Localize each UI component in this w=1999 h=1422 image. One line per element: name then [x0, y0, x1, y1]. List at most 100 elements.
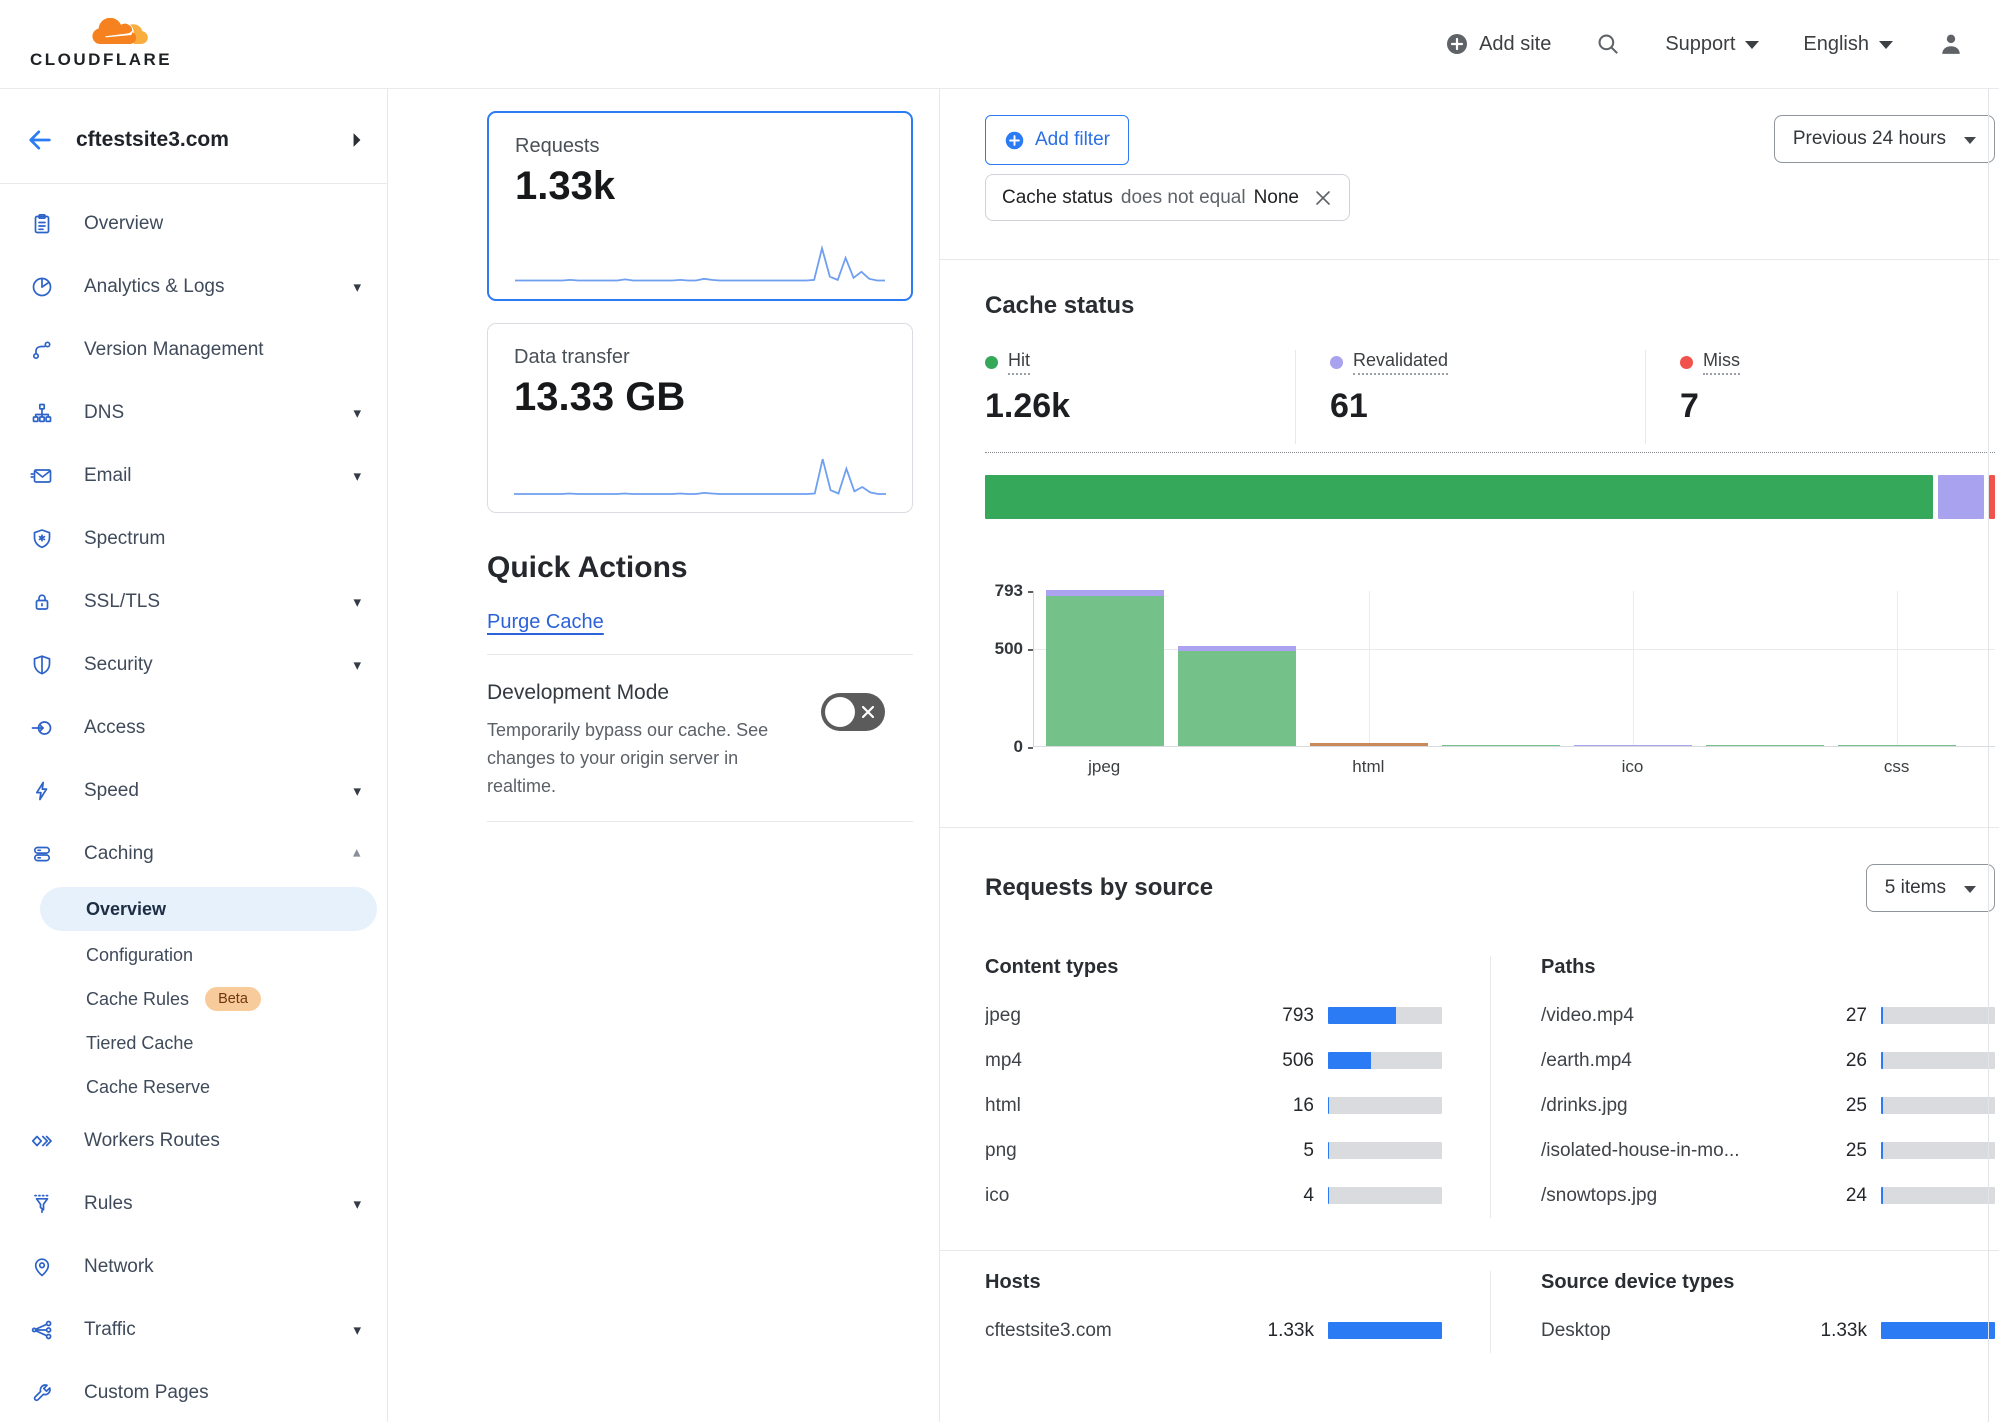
development-mode-title: Development Mode [487, 681, 670, 704]
content-types-table: jpeg 793 mp4 506 html 16 png 5 ico 4 [985, 993, 1442, 1218]
stack-segment-revalidated [1938, 475, 1984, 519]
chart-bar-segment [1046, 590, 1165, 597]
row-bar-fill [1328, 1187, 1330, 1204]
chart-bar-css [1837, 744, 1956, 746]
hit-label[interactable]: Hit [1008, 350, 1030, 375]
row-label: /isolated-house-in-mo... [1541, 1139, 1740, 1161]
row-label: cftestsite3.com [985, 1319, 1112, 1341]
sidebar-item-security[interactable]: Security ▾ [0, 633, 387, 696]
add-filter-button[interactable]: Add filter [985, 115, 1129, 165]
table-row: /drinks.jpg 25 [1541, 1083, 1995, 1128]
chevron-right-icon[interactable] [351, 132, 363, 148]
purge-cache-link[interactable]: Purge Cache [487, 611, 604, 633]
hit-stat: Hit 1.26k [985, 350, 1295, 444]
row-bar-fill [1881, 1052, 1884, 1069]
analytics-panel: Add filter Cache status does not equal N… [940, 89, 1999, 1422]
hit-legend-dot [985, 356, 998, 369]
chevron-down-icon: ▾ [353, 467, 361, 485]
row-bar [1328, 1187, 1442, 1204]
sidebar-item-speed[interactable]: Speed ▾ [0, 759, 387, 822]
row-value: 4 [1303, 1184, 1314, 1206]
row-value: 1.33k [1267, 1319, 1314, 1341]
revalidated-label[interactable]: Revalidated [1353, 350, 1449, 375]
sidebar-subitem-cache-reserve[interactable]: Cache Reserve [0, 1065, 387, 1109]
sidebar-item-overview[interactable]: Overview [0, 192, 387, 255]
caching-icon [30, 842, 56, 866]
spectrum-icon [30, 527, 56, 551]
sidebar-item-analytics-logs[interactable]: Analytics & Logs ▾ [0, 255, 387, 318]
row-value: 24 [1845, 1184, 1867, 1206]
data-transfer-card[interactable]: Data transfer 13.33 GB [487, 323, 913, 513]
sidebar-subitem-overview[interactable]: Overview [40, 887, 377, 931]
sidebar-item-label: Custom Pages [84, 1381, 209, 1403]
requests-by-source-section: Requests by source 5 items Content types… [940, 828, 1999, 1353]
sidebar-item-email[interactable]: Email ▾ [0, 444, 387, 507]
items-count-select[interactable]: 5 items [1865, 864, 1995, 912]
sidebar-item-ssl-tls[interactable]: SSL/TLS ▾ [0, 570, 387, 633]
cloudflare-logo[interactable]: CLOUDFLARE [22, 18, 172, 70]
row-value: 25 [1845, 1139, 1867, 1161]
chart-bar-ico [1573, 744, 1692, 746]
back-arrow-icon[interactable] [26, 126, 54, 154]
requests-sparkline [515, 233, 885, 285]
sidebar-item-network[interactable]: Network [0, 1235, 387, 1298]
content-types-title: Content types [985, 956, 1119, 978]
sidebar-item-dns[interactable]: DNS ▾ [0, 381, 387, 444]
language-label: English [1803, 32, 1869, 55]
table-row: jpeg 793 [985, 993, 1442, 1038]
sidebar-item-custom-pages[interactable]: Custom Pages [0, 1361, 387, 1422]
sidebar-item-spectrum[interactable]: Spectrum [0, 507, 387, 570]
close-icon[interactable] [1313, 188, 1333, 208]
time-range-select[interactable]: Previous 24 hours [1773, 115, 1995, 163]
cloudflare-cloud-icon [92, 18, 148, 45]
chart-bar-segment [1837, 744, 1956, 746]
sidebar-subitem-tiered-cache[interactable]: Tiered Cache [0, 1021, 387, 1065]
row-label: Desktop [1541, 1319, 1611, 1341]
speed-icon [30, 779, 56, 803]
sidebar-subitem-label: Cache Reserve [86, 1076, 211, 1097]
network-icon [30, 1255, 56, 1279]
search-button[interactable] [1595, 31, 1621, 57]
sidebar-item-access[interactable]: Access [0, 696, 387, 759]
row-bar-fill [1328, 1142, 1330, 1159]
chevron-down-icon: ▾ [353, 782, 361, 800]
account-button[interactable] [1937, 30, 1965, 58]
requests-card[interactable]: Requests 1.33k [487, 111, 913, 301]
row-label: /snowtops.jpg [1541, 1184, 1658, 1206]
row-bar-fill [1328, 1322, 1442, 1339]
sidebar-item-caching[interactable]: Caching ▾ [0, 822, 387, 885]
row-value: 25 [1845, 1094, 1867, 1116]
x-axis-tick-label: css [1883, 757, 1910, 776]
sidebar-item-rules[interactable]: Rules ▾ [0, 1172, 387, 1235]
rules-icon [30, 1192, 56, 1216]
add-site-label: Add site [1479, 32, 1552, 55]
email-icon [30, 464, 56, 488]
development-mode-description: Temporarily bypass our cache. See change… [487, 720, 769, 796]
site-name[interactable]: cftestsite3.com [76, 128, 229, 151]
sidebar-item-label: Workers Routes [84, 1129, 220, 1151]
filter-chip[interactable]: Cache status does not equal None [985, 174, 1350, 221]
wrench-icon [30, 1381, 56, 1405]
stack-segment-hit [985, 475, 1934, 519]
sidebar-item-traffic[interactable]: Traffic ▾ [0, 1298, 387, 1361]
language-menu[interactable]: English [1803, 33, 1893, 56]
add-site-button[interactable]: Add site [1445, 32, 1551, 56]
miss-stat: Miss 7 [1645, 350, 1995, 444]
sidebar-item-version-management[interactable]: Version Management [0, 318, 387, 381]
beta-badge: Beta [205, 987, 261, 1011]
sidebar-item-workers-routes[interactable]: Workers Routes [0, 1109, 387, 1172]
row-bar [1881, 1097, 1995, 1114]
support-menu[interactable]: Support [1665, 33, 1760, 56]
requests-card-value: 1.33k [515, 164, 616, 208]
sidebar-subitem-cache-rules[interactable]: Cache Rules Beta [0, 977, 387, 1021]
miss-label[interactable]: Miss [1703, 350, 1740, 375]
chart-bar-segment [1309, 742, 1429, 746]
plus-circle-icon [1447, 34, 1468, 54]
gridline [1034, 648, 1995, 650]
sidebar-subitem-configuration[interactable]: Configuration [0, 933, 387, 977]
chevron-down-icon: ▾ [353, 656, 361, 674]
sidebar-subitem-label: Overview [86, 898, 167, 919]
development-mode-toggle[interactable] [821, 693, 885, 731]
hosts-title: Hosts [985, 1271, 1041, 1293]
panel-edge-divider [1988, 89, 1989, 1422]
